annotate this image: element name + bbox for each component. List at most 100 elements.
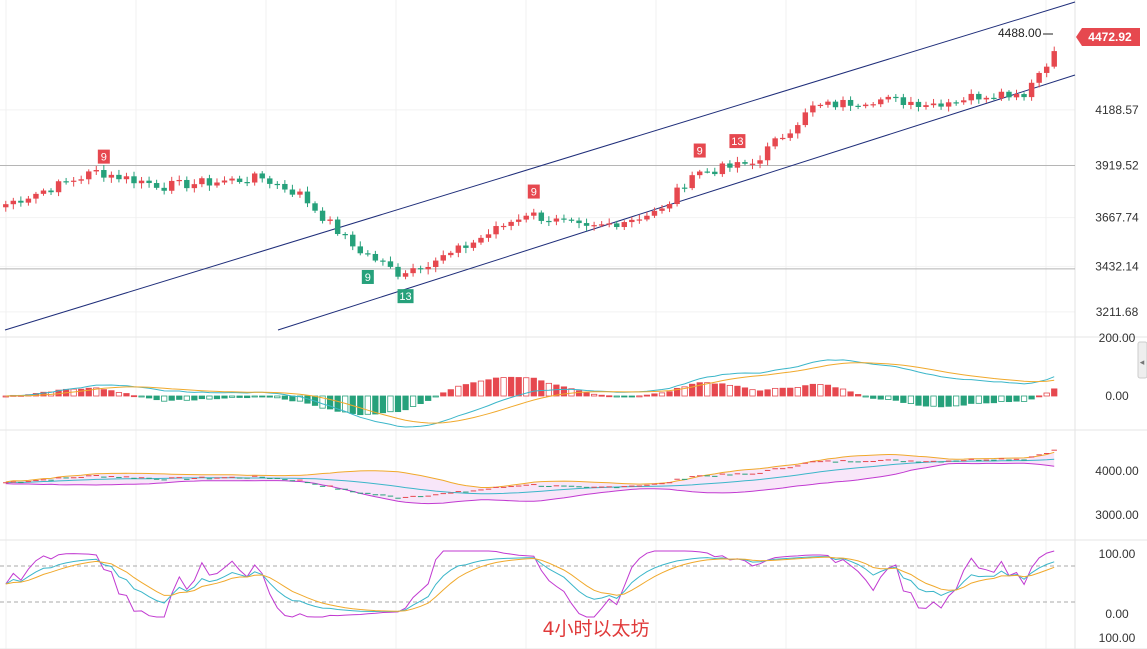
candle-body <box>86 171 92 180</box>
candle <box>734 156 741 173</box>
sequence-label-text: 13 <box>731 136 743 148</box>
macd-histogram-bar <box>379 395 387 414</box>
candle-body <box>138 180 145 184</box>
y-tick-label: 3000.00 <box>1095 508 1139 522</box>
candle <box>493 221 499 239</box>
macd-histogram-bar <box>85 387 92 397</box>
candle-body <box>274 183 281 186</box>
candle <box>953 100 959 106</box>
candle-body <box>350 234 356 247</box>
candle <box>666 201 673 213</box>
candle <box>719 161 726 177</box>
candle-body <box>55 181 62 193</box>
macd-histogram-bar <box>651 393 658 397</box>
candle-body <box>870 104 876 106</box>
current-price-label: 4472.92 <box>1088 30 1132 44</box>
candle <box>312 201 318 213</box>
candle <box>184 176 190 192</box>
macd-histogram-bar <box>726 384 734 397</box>
macd-histogram-bar <box>953 395 960 407</box>
y-tick-label: 0.00 <box>1105 607 1129 621</box>
macd-histogram-bar <box>130 395 138 398</box>
candle-body <box>515 219 522 222</box>
candle-body <box>478 237 484 243</box>
candle-body <box>131 176 137 184</box>
macd-histogram-bar <box>998 395 1005 402</box>
macd-histogram-bar <box>161 395 168 402</box>
candle-body <box>380 260 386 262</box>
macd-histogram-bar <box>191 395 198 401</box>
candle-body <box>199 178 205 185</box>
candle <box>78 175 84 184</box>
candle-body <box>538 212 545 221</box>
candle <box>244 176 250 187</box>
macd-histogram-bar <box>145 395 153 399</box>
candle-body <box>998 91 1005 99</box>
candle <box>48 188 54 196</box>
candle-body <box>968 93 974 101</box>
macd-histogram-bar <box>115 392 123 397</box>
candle <box>576 217 582 229</box>
macd-histogram-bar <box>244 395 251 399</box>
candle-body <box>319 210 326 221</box>
macd-histogram-bar <box>590 393 598 397</box>
candle-body <box>727 163 733 168</box>
candle-body <box>636 219 643 221</box>
scroll-handle[interactable]: ◂ <box>1137 341 1147 379</box>
y-tick-label: 200.00 <box>1099 331 1136 345</box>
candle <box>267 175 273 189</box>
candle-body <box>696 171 703 176</box>
candle-body <box>153 183 160 188</box>
candle <box>10 197 17 210</box>
candle-body <box>221 180 228 183</box>
candle <box>689 171 695 191</box>
candle-body <box>531 212 537 216</box>
macd-histogram-bar <box>326 395 334 410</box>
candle <box>221 176 228 185</box>
candle-body <box>1021 94 1027 98</box>
macd-histogram-bar <box>259 395 266 398</box>
sequence-label-box <box>729 134 746 149</box>
candle-body <box>712 171 718 175</box>
macd-histogram-bar <box>274 395 281 399</box>
candle-body <box>387 261 394 267</box>
candle <box>681 183 688 193</box>
macd-histogram-bar <box>281 395 288 400</box>
candle <box>33 191 39 204</box>
macd-histogram-bar <box>983 395 990 404</box>
candle-body <box>878 99 884 105</box>
candle <box>908 96 914 110</box>
candle-body <box>493 226 499 235</box>
candle-body <box>440 255 446 261</box>
candle-body <box>463 245 469 248</box>
sequence-label-text: 9 <box>101 152 107 164</box>
macd-histogram-bar <box>266 395 273 398</box>
candle <box>772 136 778 150</box>
candle <box>470 239 477 251</box>
candle-body <box>63 181 69 183</box>
macd-histogram-bar <box>575 390 583 397</box>
macd-histogram-bar <box>213 395 221 400</box>
candle-body <box>297 191 303 195</box>
candle <box>350 231 356 251</box>
candle <box>402 270 409 280</box>
candle-body <box>832 101 839 108</box>
candle-body <box>825 101 831 105</box>
macd-panel <box>2 359 1058 428</box>
macd-histogram-bar <box>628 395 635 398</box>
candle-body <box>568 219 575 221</box>
candle-body <box>953 102 959 104</box>
macd-histogram-bar <box>772 387 779 397</box>
macd-histogram-bar <box>854 394 862 397</box>
candle-body <box>546 220 552 223</box>
macd-histogram-bar <box>643 394 651 397</box>
candle <box>870 102 876 108</box>
candle <box>304 186 311 208</box>
candle <box>199 176 205 188</box>
candle <box>508 219 514 231</box>
candle <box>432 257 439 273</box>
horizontal-levels <box>0 165 1075 270</box>
candle <box>749 158 756 170</box>
macd-histogram-bar <box>108 390 115 397</box>
current-price-tag: 4472.92 <box>1076 28 1140 46</box>
